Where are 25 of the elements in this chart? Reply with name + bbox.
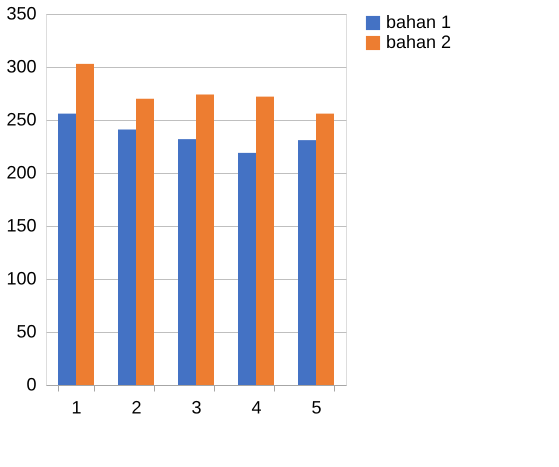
bar: [256, 96, 274, 385]
y-tick-label: 0: [26, 374, 36, 394]
y-tick-label: 350: [6, 4, 36, 24]
y-tick-label: 250: [6, 110, 36, 130]
y-tick-label: 300: [6, 56, 36, 76]
x-tick-label: 1: [71, 398, 82, 418]
x-tick-label: 5: [311, 398, 322, 418]
bar: [76, 64, 94, 385]
bar: [316, 114, 334, 385]
y-tick-label: 50: [16, 322, 36, 342]
y-tick-label: 100: [6, 268, 36, 288]
x-tick-label: 4: [251, 398, 262, 418]
y-tick-label: 200: [6, 162, 36, 182]
bar: [118, 130, 136, 385]
x-tick-label: 3: [191, 398, 202, 418]
x-tick-label: 2: [131, 398, 142, 418]
bar: [136, 98, 154, 385]
legend-label: bahan 1: [386, 12, 452, 32]
bar: [238, 152, 256, 385]
bar: [196, 94, 214, 385]
bar: [178, 139, 196, 385]
legend-label: bahan 2: [386, 32, 452, 52]
bar: [298, 140, 316, 385]
y-tick-label: 150: [6, 216, 36, 236]
bar: [58, 114, 76, 385]
